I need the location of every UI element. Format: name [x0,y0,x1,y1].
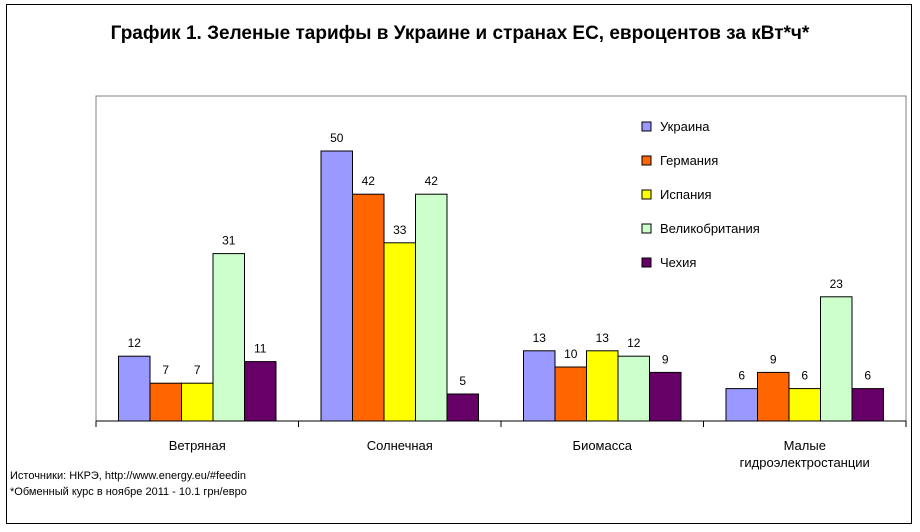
value-label-1-0: 50 [330,131,344,145]
bars-layer [118,150,884,422]
legend-swatch-3 [641,223,652,234]
bar-2-1 [554,366,587,422]
bar-1-0 [320,150,353,422]
legend-label-3: Великобритания [660,221,760,236]
legend-label-4: Чехия [660,255,696,270]
bar-3-4 [851,388,884,422]
value-label-2-1: 10 [564,347,578,361]
legend-label-0: Украина [660,119,710,134]
legend-label-2: Испания [660,187,712,202]
exchange-rate-note: *Обменный курс в ноябре 2011 - 10.1 грн/… [10,486,247,498]
x-tick-label-0: Ветряная [169,438,226,453]
bar-1-1 [352,193,385,422]
bar-3-0 [725,388,758,422]
source-note: Источники: НКРЭ, http://www.energy.eu/#f… [10,470,246,482]
chart-title: График 1. Зеленые тарифы в Украине и стр… [110,23,810,44]
bar-1-3 [415,193,448,422]
value-label-0-0: 12 [128,336,142,350]
value-label-1-4: 5 [459,374,466,388]
x-tick-label-3: Малые гидроэлектростанции [740,438,870,470]
value-label-3-1: 9 [770,352,777,366]
value-label-2-0: 13 [533,331,547,345]
bar-2-2 [586,350,619,422]
value-label-3-4: 6 [864,369,871,383]
value-label-0-2: 7 [194,363,201,377]
bar-2-4 [649,371,682,422]
legend-swatch-2 [641,189,652,200]
bar-0-0 [118,355,151,422]
value-label-2-4: 9 [662,352,669,366]
value-label-2-2: 13 [596,331,610,345]
bar-0-4 [244,361,277,422]
bar-1-4 [446,393,479,422]
value-label-0-1: 7 [162,363,169,377]
bar-2-3 [617,355,650,422]
bar-3-2 [788,388,821,422]
chart-notes: Источники: НКРЭ, http://www.energy.eu/#f… [10,468,247,500]
value-label-3-3: 23 [830,277,844,291]
x-tick-label-2: Биомасса [573,438,633,453]
bar-0-2 [181,382,214,422]
x-tick-label-1: Солнечная [367,438,433,453]
value-label-1-3: 42 [425,174,439,188]
legend: Украина Германия Испания Великобритания Чехи… [641,119,760,270]
bar-0-1 [149,382,182,422]
bar-3-1 [757,371,790,422]
legend-label-1: Германия [660,153,718,168]
x-axis: Ветряная Солнечная Биомасса Малые гидроэлект… [95,420,907,470]
legend-swatch-4 [641,257,652,268]
value-labels-layer: 12 7 7 31 11 50 42 33 42 5 13 10 13 12 9 6 9 6 23 6 [128,131,872,388]
value-label-3-2: 6 [801,369,808,383]
bar-1-2 [383,242,416,422]
value-label-2-3: 12 [627,336,641,350]
bar-3-3 [820,296,853,422]
value-label-1-1: 42 [362,174,376,188]
legend-swatch-0 [641,121,652,132]
value-label-3-0: 6 [738,369,745,383]
bar-2-0 [523,350,556,422]
legend-swatch-1 [641,155,652,166]
value-label-0-3: 31 [222,234,236,248]
chart-frame [6,4,912,524]
value-label-0-4: 11 [254,342,267,356]
bar-0-3 [212,253,245,422]
value-label-1-2: 33 [393,223,407,237]
